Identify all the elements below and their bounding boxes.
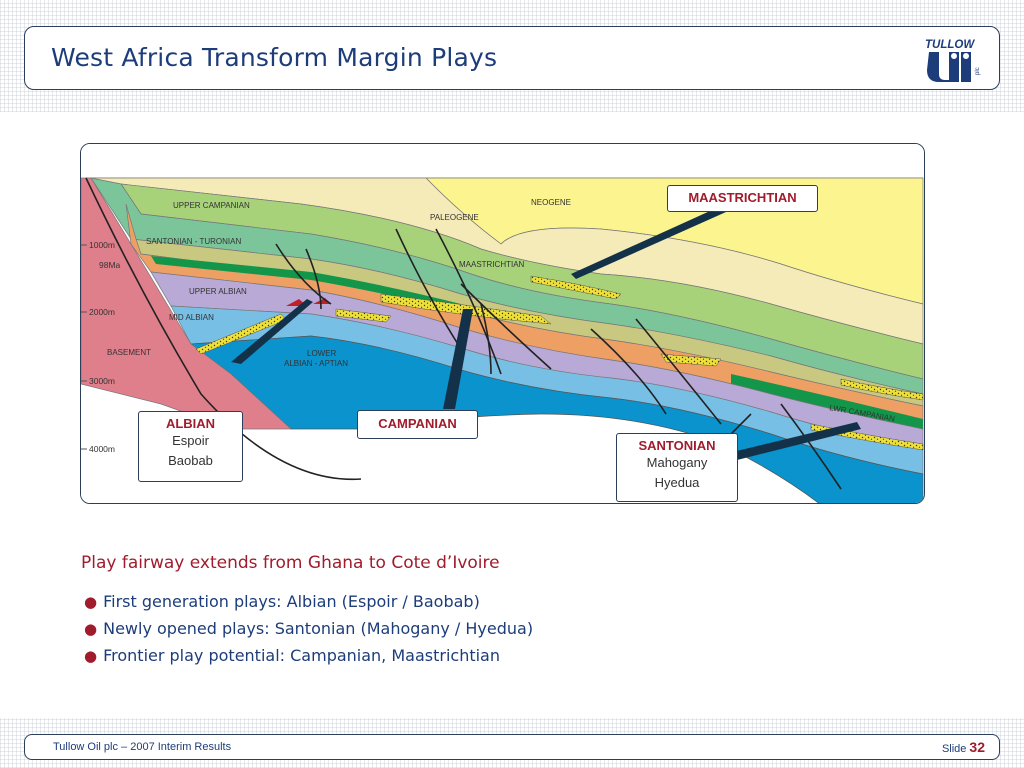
layer-label-basement: BASEMENT <box>107 348 151 357</box>
layer-label-maastrichtian: MAASTRICHTIAN <box>459 260 525 269</box>
layer-label-neogene: NEOGENE <box>531 198 571 207</box>
depth-label-4000: 4000m <box>89 444 115 454</box>
bullet-dot-icon: ● <box>84 647 98 665</box>
layer-label-albian-aptian: ALBIAN - APTIAN <box>284 359 348 368</box>
slide-indicator: Slide 32 <box>942 739 985 755</box>
bullet-list: ● First generation plays: Albian (Espoir … <box>84 590 533 671</box>
bullet-item: ● Newly opened plays: Santonian (Mahogany… <box>84 617 533 644</box>
layer-label-mid-albian: MID ALBIAN <box>169 313 214 322</box>
callout-santonian: SANTONIAN Mahogany Hyedua <box>616 433 738 502</box>
bullet-item: ● First generation plays: Albian (Espoir … <box>84 590 533 617</box>
depth-label-98ma: 98Ma <box>99 260 121 270</box>
callout-maastrichtian: MAASTRICHTIAN <box>667 185 818 212</box>
logo-plc: plc <box>975 67 981 75</box>
callout-albian-item-baobab: Baobab <box>168 453 213 468</box>
callout-santonian-item-mahogany: Mahogany <box>646 455 708 470</box>
bullet-text: First generation plays: Albian (Espoir /… <box>103 592 480 611</box>
callout-albian: ALBIAN Espoir Baobab <box>138 411 243 482</box>
bullet-dot-icon: ● <box>84 620 98 638</box>
depth-label-3000: 3000m <box>89 376 115 386</box>
footer-bar: Tullow Oil plc – 2007 Interim Results Sl… <box>24 734 1000 760</box>
slide-label: Slide <box>941 743 967 755</box>
bullet-dot-icon: ● <box>84 593 98 611</box>
footer-company: Tullow Oil plc – 2007 Interim Results <box>53 741 232 753</box>
callout-albian-title: ALBIAN <box>165 416 216 431</box>
layer-label-upper-campanian: UPPER CAMPANIAN <box>173 201 250 210</box>
cross-section-svg: 1000m 98Ma 2000m 3000m 4000m UPPER CAMPA… <box>81 144 924 503</box>
callout-santonian-item-hyedua: Hyedua <box>654 475 700 490</box>
callout-campanian: CAMPANIAN <box>357 410 478 439</box>
tullow-logo: TULLOW plc <box>921 35 985 83</box>
callout-campanian-title: CAMPANIAN <box>378 416 457 431</box>
bullet-text: Frontier play potential: Campanian, Maas… <box>103 646 500 665</box>
callout-maastrichtian-title: MAASTRICHTIAN <box>688 190 797 205</box>
title-bar: West Africa Transform Margin Plays TULLO… <box>24 26 1000 90</box>
layer-label-lower: LOWER <box>307 349 337 358</box>
slide-number: 32 <box>969 739 985 755</box>
layer-label-santonian-turonian: SANTONIAN - TURONIAN <box>146 237 241 246</box>
callout-albian-item-espoir: Espoir <box>172 433 209 448</box>
depth-label-2000: 2000m <box>89 307 115 317</box>
layer-label-paleogene: PALEOGENE <box>430 213 479 222</box>
bullet-text: Newly opened plays: Santonian (Mahogany … <box>103 619 534 638</box>
logo-wordmark: TULLOW <box>925 39 975 51</box>
depth-label-1000: 1000m <box>89 240 115 250</box>
page-title: West Africa Transform Margin Plays <box>51 43 498 72</box>
callout-santonian-title: SANTONIAN <box>638 438 716 453</box>
bullet-item: ● Frontier play potential: Campanian, Maa… <box>84 644 533 671</box>
layer-label-upper-albian: UPPER ALBIAN <box>189 287 247 296</box>
fairway-heading: Play fairway extends from Ghana to Cote … <box>81 553 500 573</box>
